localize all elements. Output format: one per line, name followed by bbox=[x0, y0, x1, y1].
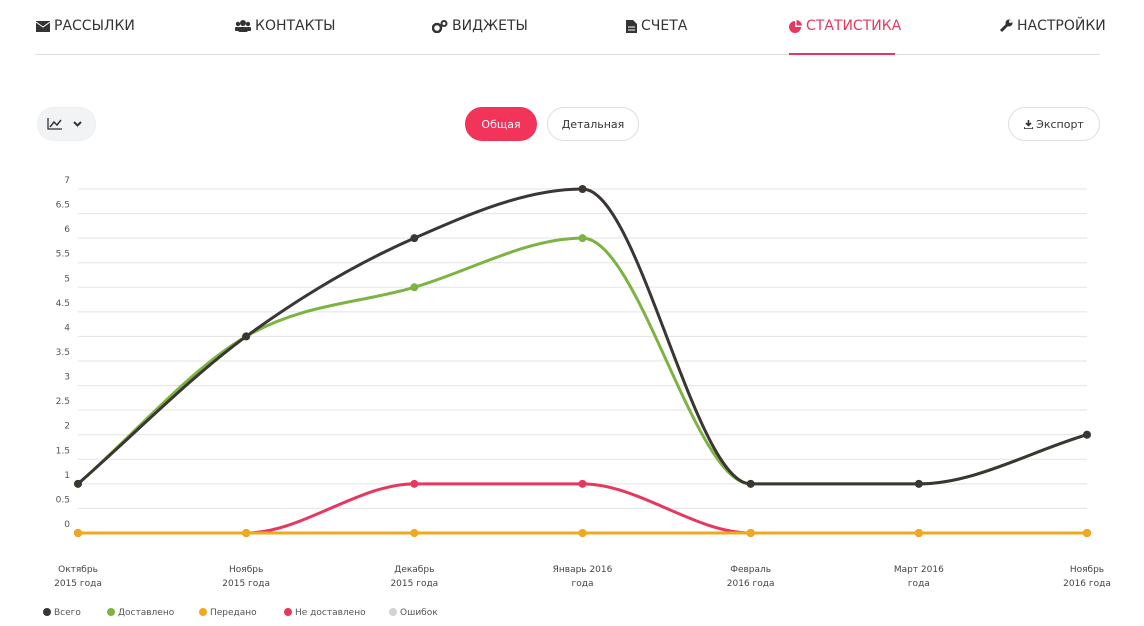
legend-marker bbox=[199, 608, 207, 616]
data-point bbox=[410, 479, 419, 488]
data-point bbox=[914, 479, 923, 488]
chart-type-dropdown[interactable] bbox=[37, 107, 96, 141]
y-tick-label: 3.5 bbox=[56, 348, 70, 358]
data-point bbox=[242, 529, 251, 537]
legend-marker bbox=[389, 608, 397, 616]
data-point bbox=[578, 234, 587, 243]
x-tick-label: Ноябрь 2015 года bbox=[222, 565, 271, 589]
y-tick-label: 7 bbox=[64, 176, 70, 186]
active-underline bbox=[789, 53, 895, 55]
data-point bbox=[1083, 529, 1091, 537]
icon bbox=[36, 20, 50, 32]
data-point bbox=[578, 529, 587, 537]
x-tick-label: Январь 2016 года bbox=[552, 565, 613, 589]
nav-item[interactable]: СЧЕТА bbox=[626, 18, 687, 34]
y-tick-label: 0.5 bbox=[56, 495, 70, 505]
data-point bbox=[410, 234, 419, 243]
x-tick-label: Февраль 2016 года bbox=[726, 565, 775, 589]
nav-label: НАСТРОЙКИ bbox=[1017, 18, 1106, 34]
icon bbox=[789, 19, 802, 33]
y-tick-label: 0 bbox=[64, 520, 70, 530]
nav-label: РАССЫЛКИ bbox=[54, 18, 135, 34]
nav-label: СЧЕТА bbox=[641, 18, 688, 34]
data-point bbox=[746, 529, 755, 537]
nav-item[interactable]: СТАТИСТИКА bbox=[789, 18, 901, 34]
export-label: Экспорт bbox=[1036, 117, 1084, 131]
data-point bbox=[410, 283, 419, 292]
nav-label: СТАТИСТИКА bbox=[806, 18, 902, 34]
data-point bbox=[1083, 430, 1091, 439]
y-tick-label: 6 bbox=[64, 225, 70, 235]
y-tick-label: 5 bbox=[64, 274, 70, 284]
data-point bbox=[746, 479, 755, 488]
y-tick-label: 1 bbox=[64, 471, 70, 481]
x-tick-label: Октябрь 2015 года bbox=[54, 565, 102, 589]
y-tick-label: 5.5 bbox=[56, 250, 70, 260]
tab-button[interactable]: Общая bbox=[465, 107, 537, 141]
icon bbox=[1024, 119, 1034, 129]
y-tick-label: 2 bbox=[64, 422, 70, 432]
data-point bbox=[74, 529, 82, 537]
legend-label: Всего bbox=[54, 608, 81, 618]
legend-marker bbox=[284, 608, 292, 616]
tab-button[interactable]: Детальная bbox=[547, 107, 639, 141]
data-point bbox=[914, 529, 923, 537]
data-point bbox=[578, 185, 587, 193]
y-tick-label: 4 bbox=[64, 323, 70, 333]
icon bbox=[432, 19, 448, 33]
y-tick-label: 2.5 bbox=[56, 397, 70, 407]
icon bbox=[46, 118, 82, 130]
export-button[interactable]: Экспорт bbox=[1008, 107, 1100, 141]
nav-item[interactable]: НАСТРОЙКИ bbox=[999, 18, 1106, 34]
data-point bbox=[74, 479, 82, 488]
x-tick-label: Март 2016 года bbox=[893, 565, 944, 589]
y-tick-label: 1.5 bbox=[56, 446, 70, 456]
nav-label: КОНТАКТЫ bbox=[255, 18, 336, 34]
x-tick-label: Ноябрь 2016 года bbox=[1063, 565, 1111, 589]
y-tick-label: 6.5 bbox=[56, 201, 70, 211]
data-point bbox=[242, 332, 251, 341]
y-tick-label: 3 bbox=[64, 373, 70, 383]
icon bbox=[626, 19, 637, 33]
legend-label: Ошибок bbox=[400, 608, 438, 618]
nav-divider bbox=[35, 54, 1100, 55]
legend-label: Доставлено bbox=[118, 608, 175, 618]
legend-label: Не доставлено bbox=[295, 608, 366, 618]
nav-label: ВИДЖЕТЫ bbox=[452, 18, 528, 34]
y-tick-label: 4.5 bbox=[56, 299, 70, 309]
legend-marker bbox=[107, 608, 115, 616]
legend-marker bbox=[43, 608, 51, 616]
legend-label: Передано bbox=[210, 608, 257, 618]
icon bbox=[235, 20, 251, 32]
x-tick-label: Декабрь 2015 года bbox=[390, 565, 439, 589]
icon bbox=[999, 19, 1013, 33]
nav-item[interactable]: КОНТАКТЫ bbox=[235, 18, 335, 34]
data-point bbox=[410, 529, 419, 537]
data-point bbox=[578, 479, 587, 488]
nav-item[interactable]: ВИДЖЕТЫ bbox=[432, 18, 528, 34]
nav-item[interactable]: РАССЫЛКИ bbox=[36, 18, 135, 34]
